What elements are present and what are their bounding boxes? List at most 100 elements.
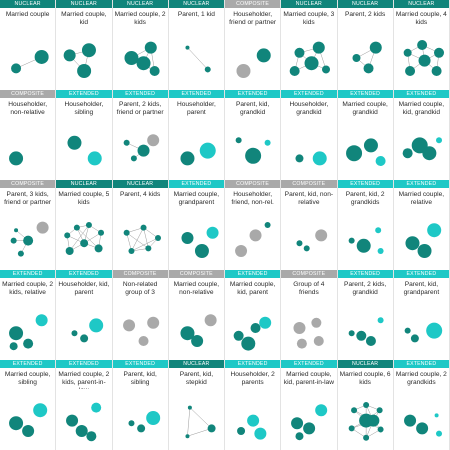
- household-member-node: [289, 66, 300, 76]
- household-type-label: COMPOSITE: [225, 0, 281, 8]
- household-type-label: EXTENDED: [337, 270, 393, 278]
- household-network-diagram: [296, 229, 328, 252]
- household-member-node: [136, 424, 145, 433]
- household-card: EXTENDED Married couple, kid, grandkid: [393, 90, 450, 180]
- household-title: Householder, grandkid: [289, 101, 329, 116]
- household-member-node: [199, 142, 216, 159]
- household-title: Parent, 3 kids, friend or partner: [4, 191, 52, 206]
- household-member-node: [417, 244, 432, 258]
- household-title: Householder, kid, parent: [58, 281, 110, 296]
- household-network-diagram: [402, 137, 442, 161]
- household-card: COMPOSITE Householder, non-relative: [0, 90, 57, 180]
- relationship-link: [130, 237, 158, 252]
- household-network-diagram: [9, 314, 48, 351]
- household-card: NUCLEAR Married couple, 5 kids: [56, 180, 113, 270]
- household-member-node: [375, 156, 386, 166]
- household-member-node: [362, 402, 369, 408]
- household-member-node: [36, 221, 49, 234]
- household-member-node: [426, 223, 441, 238]
- household-type-label: NUCLEAR: [168, 0, 224, 8]
- household-member-node: [435, 137, 442, 144]
- household-member-node: [363, 63, 374, 74]
- household-network-diagram: [11, 49, 49, 74]
- household-card: COMPOSITE Group of 4 friends: [281, 270, 338, 360]
- household-title: Parent, kid, stepkid: [179, 371, 214, 386]
- household-title: Married couple, 4 kids: [395, 11, 447, 26]
- household-type-label: EXTENDED: [337, 90, 393, 98]
- household-type-label: NUCLEAR: [337, 360, 393, 368]
- household-title: Parent, 4 kids: [119, 191, 161, 198]
- household-member-node: [123, 229, 130, 236]
- household-member-node: [294, 47, 305, 58]
- household-title: Married couple, kid, parent-in-law: [283, 371, 334, 386]
- household-network-diagram: [293, 317, 325, 349]
- household-member-node: [348, 237, 355, 244]
- household-member-node: [87, 151, 102, 166]
- household-member-node: [149, 66, 160, 76]
- household-member-node: [313, 41, 326, 54]
- household-card: NUCLEAR Married couple, 2 kids: [112, 0, 169, 90]
- relationship-link: [142, 227, 149, 249]
- household-type-label: COMPOSITE: [168, 270, 224, 278]
- household-member-node: [254, 427, 267, 440]
- household-member-node: [374, 227, 381, 234]
- household-member-node: [422, 146, 437, 161]
- household-member-node: [264, 222, 271, 228]
- household-card: EXTENDED Parent, kid, sibling: [112, 360, 169, 450]
- household-member-node: [75, 425, 88, 437]
- household-card: NUCLEAR Parent, 4 kids: [112, 180, 169, 270]
- household-card: EXTENDED Householder, 2 parents: [225, 360, 282, 450]
- household-card: EXTENDED Married couple, 2 grandkids: [393, 360, 450, 450]
- household-type-label: EXTENDED: [112, 90, 168, 98]
- household-title: Householder, friend or partner: [229, 11, 277, 26]
- relationship-link: [186, 407, 190, 437]
- household-member-node: [376, 407, 383, 414]
- household-network-diagram: [67, 135, 102, 166]
- household-type-label: COMPOSITE: [281, 270, 337, 278]
- household-member-node: [14, 228, 19, 233]
- household-title: Parent, kid, grandkid: [235, 101, 270, 116]
- household-title: Married couple, 5 kids: [58, 191, 110, 206]
- household-member-node: [66, 414, 79, 427]
- household-member-node: [9, 416, 24, 431]
- household-member-node: [291, 417, 304, 430]
- household-card: EXTENDED Parent, kid, grandkid: [225, 90, 282, 180]
- household-network-diagram: [122, 316, 159, 346]
- relationship-link: [187, 428, 212, 437]
- household-member-node: [74, 224, 81, 231]
- household-network-diagram: [123, 41, 160, 76]
- household-member-node: [369, 41, 382, 54]
- household-member-node: [89, 318, 104, 333]
- household-member-node: [35, 314, 48, 327]
- household-member-node: [345, 145, 362, 162]
- household-member-node: [304, 56, 319, 71]
- household-type-label: EXTENDED: [225, 90, 281, 98]
- household-member-node: [402, 148, 413, 159]
- household-member-node: [204, 314, 217, 327]
- household-member-node: [34, 49, 49, 64]
- household-member-node: [23, 235, 34, 246]
- household-member-node: [86, 431, 97, 442]
- household-card: NUCLEAR Married couple, 3 kids: [281, 0, 338, 90]
- household-member-node: [204, 66, 211, 73]
- household-member-node: [235, 137, 242, 144]
- household-card: COMPOSITE Householder, friend, non-rel.: [225, 180, 282, 270]
- household-title: Householder, sibling: [64, 101, 104, 116]
- household-network-diagram: [180, 314, 217, 347]
- household-network-diagram: [348, 317, 384, 346]
- household-member-node: [295, 154, 304, 163]
- household-member-node: [351, 54, 360, 62]
- household-card: EXTENDED Householder, grandkid: [281, 90, 338, 180]
- household-card: COMPOSITE Householder, friend or partner: [225, 0, 282, 90]
- household-title: Married couple, 2 kids: [114, 11, 166, 26]
- relationship-link: [69, 224, 90, 252]
- household-member-node: [348, 330, 355, 337]
- household-member-node: [377, 317, 384, 324]
- household-member-node: [181, 232, 194, 244]
- household-network-diagram: [127, 411, 160, 433]
- household-member-node: [144, 245, 151, 252]
- household-member-node: [190, 335, 203, 347]
- household-card: EXTENDED Married couple, kid, parent: [225, 270, 282, 360]
- household-title: Parent, 2 kids, grandkid: [344, 281, 387, 296]
- household-card: NUCLEAR Married couple, kid: [56, 0, 113, 90]
